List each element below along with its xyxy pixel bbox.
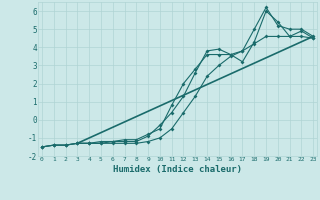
X-axis label: Humidex (Indice chaleur): Humidex (Indice chaleur)	[113, 165, 242, 174]
